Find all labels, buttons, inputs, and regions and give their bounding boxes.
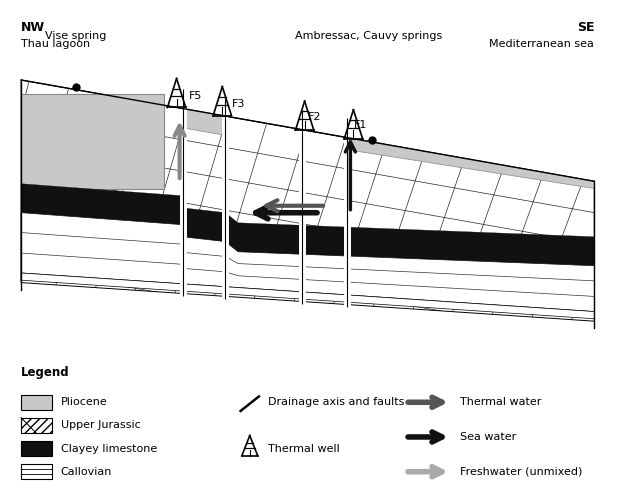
Text: Thau lagoon: Thau lagoon <box>21 39 90 49</box>
Text: F5: F5 <box>188 91 202 102</box>
Polygon shape <box>183 196 226 242</box>
Bar <box>21 394 51 410</box>
Text: F1: F1 <box>353 121 367 130</box>
Text: Drainage axis and faults: Drainage axis and faults <box>268 397 404 407</box>
Polygon shape <box>183 224 226 287</box>
Text: Thermal water: Thermal water <box>460 397 541 407</box>
Text: Sea water: Sea water <box>460 432 517 442</box>
Polygon shape <box>186 109 222 135</box>
Text: Thermal well: Thermal well <box>268 444 340 453</box>
Bar <box>21 95 164 188</box>
Text: Legend: Legend <box>21 366 70 379</box>
Text: NW: NW <box>21 21 45 34</box>
Bar <box>21 418 51 433</box>
Polygon shape <box>226 242 595 311</box>
Polygon shape <box>21 213 183 284</box>
Text: F3: F3 <box>232 99 245 109</box>
Polygon shape <box>21 273 595 319</box>
Polygon shape <box>21 183 183 224</box>
Text: F2: F2 <box>308 112 321 122</box>
Polygon shape <box>347 138 595 188</box>
Text: Vise spring: Vise spring <box>45 31 107 41</box>
Bar <box>21 441 51 456</box>
Bar <box>21 464 51 479</box>
Text: Mediterranean sea: Mediterranean sea <box>489 39 595 49</box>
Text: Clayey limestone: Clayey limestone <box>61 444 157 453</box>
Polygon shape <box>21 80 595 321</box>
Text: Upper Jurassic: Upper Jurassic <box>61 420 140 430</box>
Text: Ambressac, Cauvy springs: Ambressac, Cauvy springs <box>295 31 442 41</box>
Text: Pliocene: Pliocene <box>61 397 108 407</box>
Text: Callovian: Callovian <box>61 467 112 477</box>
Text: Freshwater (unmixed): Freshwater (unmixed) <box>460 467 583 477</box>
Polygon shape <box>226 213 595 265</box>
Text: SE: SE <box>577 21 595 34</box>
